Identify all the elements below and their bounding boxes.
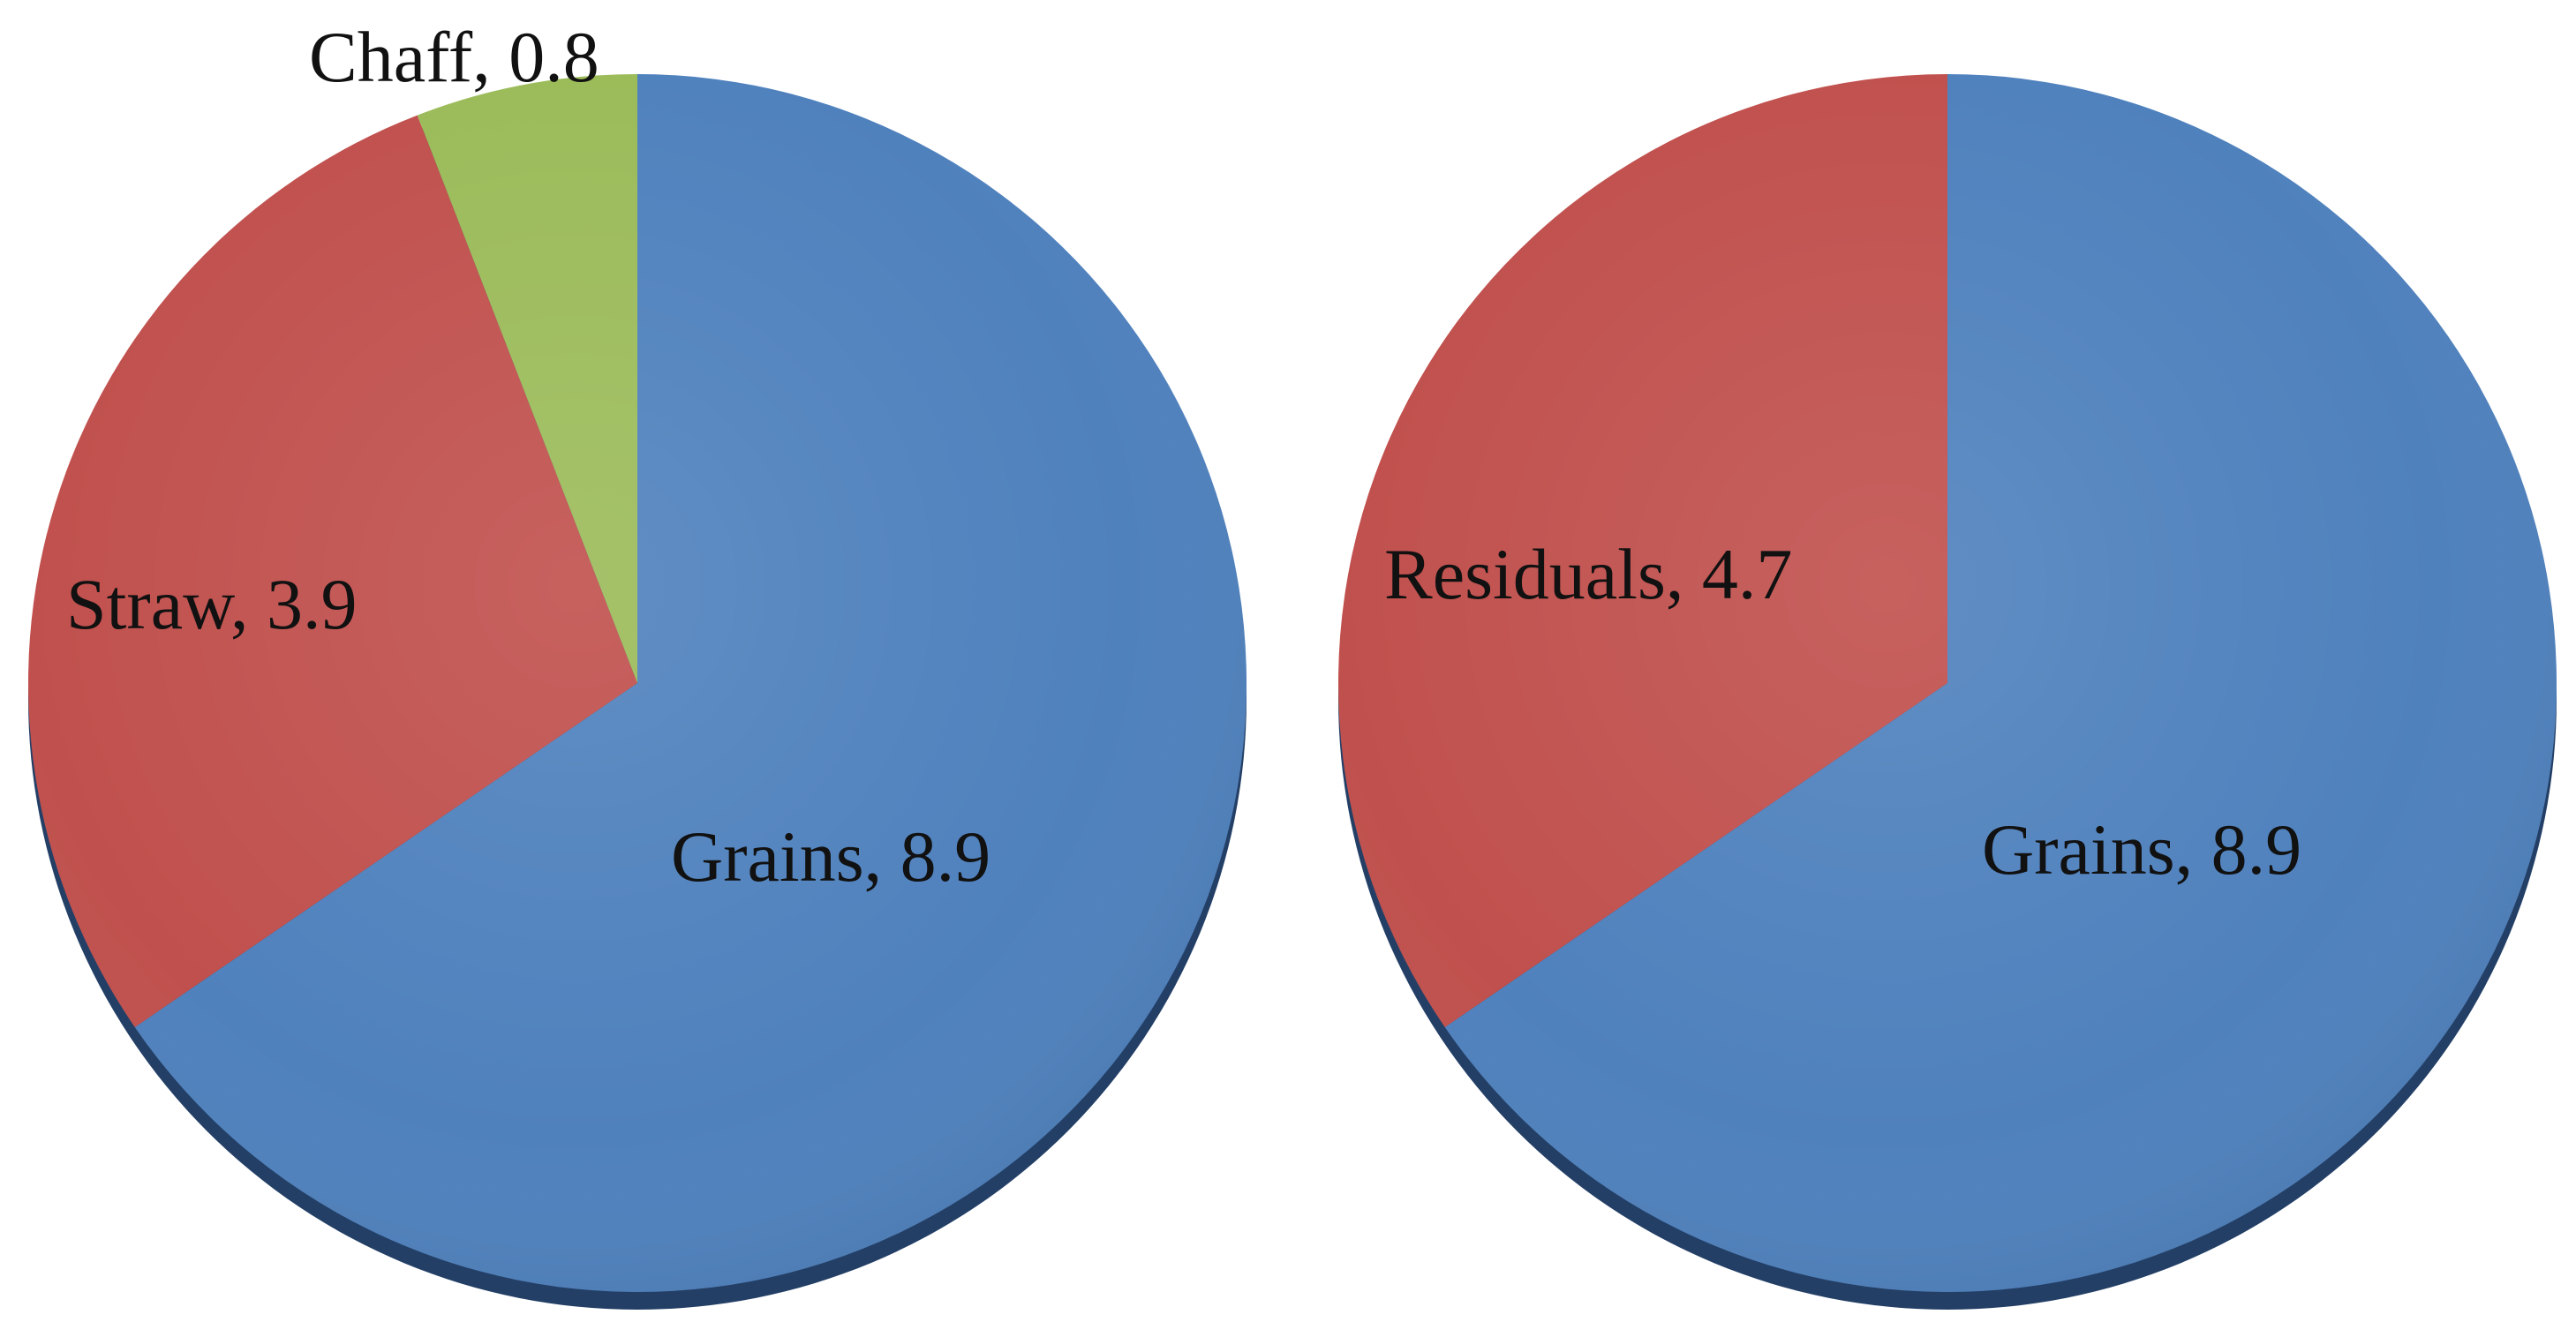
slice-label-straw: Straw, 3.9: [66, 564, 357, 644]
slice-label-chaff: Chaff, 0.8: [309, 17, 599, 97]
pie-chart-grains-residuals: Grains, 8.9 Residuals, 4.7: [1337, 74, 2557, 1310]
pie-chart-grains-straw-chaff: Grains, 8.9 Straw, 3.9 Chaff, 0.8: [27, 17, 1247, 1310]
slice-label-residuals: Residuals, 4.7: [1384, 534, 1792, 614]
slice-label-grains: Grains, 8.9: [1982, 809, 2301, 890]
slice-label-grains: Grains, 8.9: [671, 816, 990, 897]
